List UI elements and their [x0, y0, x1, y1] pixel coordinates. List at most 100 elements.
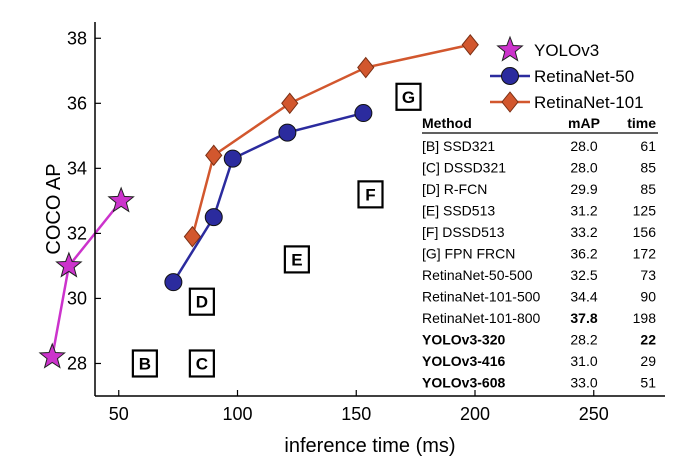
annotation-box	[188, 349, 215, 378]
table-cell-map: 32.5	[570, 267, 597, 283]
table-cell-map: 29.9	[570, 181, 597, 197]
y-tick-label: 28	[67, 353, 87, 373]
annotation-letter: B	[139, 354, 151, 373]
annotation-d: D	[188, 287, 215, 316]
table-cell-map: 28.0	[570, 160, 597, 176]
table-row: YOLOv3-416 31.0 29	[422, 353, 656, 369]
table-cell-time: 198	[633, 310, 657, 326]
table-cell-time: 22	[640, 332, 656, 348]
table-cell-method: [C] DSSD321	[422, 160, 506, 176]
data-point	[107, 186, 135, 213]
data-point	[278, 123, 297, 142]
data-point	[38, 342, 66, 369]
annotation-b: B	[131, 349, 158, 378]
annotation-box	[188, 287, 215, 316]
legend-label: YOLOv3	[534, 41, 599, 60]
data-point	[205, 144, 223, 167]
table-cell-map: 33.2	[570, 224, 597, 240]
y-tick-label: 30	[67, 288, 87, 308]
table-cell-map: 37.8	[570, 310, 597, 326]
x-tick-label: 250	[579, 404, 609, 424]
legend-marker	[501, 91, 519, 113]
annotation-box	[131, 349, 158, 378]
table-cell-time: 125	[633, 203, 657, 219]
data-point	[183, 225, 202, 248]
table-cell-time: 156	[633, 224, 657, 240]
table-row: [G] FPN FRCN 36.2 172	[422, 246, 656, 262]
table-cell-time: 61	[640, 138, 656, 154]
table-row: [F] DSSD513 33.2 156	[422, 224, 656, 240]
table-cell-map: 34.4	[570, 289, 597, 305]
table-cell-method: [E] SSD513	[422, 203, 495, 219]
table-cell-map: 36.2	[570, 246, 597, 262]
table-cell-method: RetinaNet-50-500	[422, 267, 533, 283]
table-cell-method: [G] FPN FRCN	[422, 246, 515, 262]
data-point	[223, 149, 242, 168]
annotation-box	[395, 82, 422, 111]
table-cell-method: YOLOv3-320	[422, 332, 505, 348]
data-point	[461, 33, 479, 56]
table-cell-method: [D] R-FCN	[422, 181, 487, 197]
annotation-letter: C	[196, 354, 208, 373]
table-header-map: mAP	[568, 115, 600, 131]
table-row: [B] SSD321 28.0 61	[422, 138, 656, 154]
axes: 50 100 150 200 250 28 30 32 34 36 38 inference time…	[43, 22, 665, 457]
series-yolov3	[38, 186, 135, 369]
table-cell-method: YOLOv3-608	[422, 375, 505, 391]
x-tick-label: 50	[109, 404, 129, 424]
legend-label: RetinaNet-101	[534, 93, 644, 112]
y-tick-label: 36	[67, 93, 87, 113]
annotation-letter: F	[365, 185, 375, 204]
table-row: YOLOv3-608 33.0 51	[422, 375, 656, 391]
legend: YOLOv3 RetinaNet-50 RetinaNet-101	[490, 35, 644, 113]
data-point	[204, 208, 223, 227]
table-cell-time: 51	[640, 375, 656, 391]
annotation-g: G	[395, 82, 422, 111]
x-tick-label: 200	[460, 404, 490, 424]
series-retinanet-50	[164, 104, 373, 292]
table-cell-map: 31.2	[570, 203, 597, 219]
data-point	[354, 104, 373, 123]
legend-marker	[501, 67, 519, 85]
table-row: [C] DSSD321 28.0 85	[422, 160, 656, 176]
table-header-time: time	[627, 115, 656, 131]
table-cell-method: YOLOv3-416	[422, 353, 505, 369]
table-cell-map: 31.0	[570, 353, 597, 369]
table-row: [D] R-FCN 29.9 85	[422, 181, 656, 197]
series-retinanet-101	[183, 33, 479, 248]
annotation-c: C	[188, 349, 215, 378]
table-row: YOLOv3-320 28.2 22	[422, 332, 656, 348]
table-cell-method: [B] SSD321	[422, 138, 495, 154]
table-header-method: Method	[422, 115, 472, 131]
data-point	[164, 273, 183, 292]
table-cell-method: [F] DSSD513	[422, 224, 505, 240]
table-row: RetinaNet-101-800 37.8 198	[422, 310, 656, 326]
table-row: RetinaNet-50-500 32.5 73	[422, 267, 656, 283]
legend-label: RetinaNet-50	[534, 67, 634, 86]
y-tick-label: 38	[67, 28, 87, 48]
x-tick-label: 100	[222, 404, 252, 424]
x-axis-label: inference time (ms)	[284, 435, 455, 457]
table-cell-time: 29	[640, 353, 656, 369]
series-group	[38, 33, 479, 369]
table-cell-map: 28.2	[570, 332, 597, 348]
legend-marker	[496, 35, 524, 62]
annotation-f: F	[357, 180, 384, 209]
table-row: RetinaNet-101-500 34.4 90	[422, 289, 656, 305]
results-table: Method mAP time [B] SSD321 28.0 61 [C] DSSD321…	[422, 115, 658, 391]
annotation-letter: D	[196, 293, 208, 312]
table-cell-time: 73	[640, 267, 656, 283]
legend-entry-yolov3: YOLOv3	[496, 35, 599, 62]
legend-entry-retinanet-101: RetinaNet-101	[490, 91, 644, 113]
annotation-letter: G	[402, 88, 415, 107]
y-axis-label: COCO AP	[43, 163, 65, 254]
table-cell-map: 33.0	[570, 375, 597, 391]
y-tick-label: 34	[67, 158, 87, 178]
table-cell-map: 28.0	[570, 138, 597, 154]
annotation-letter: E	[291, 250, 302, 269]
data-point	[55, 251, 83, 278]
table-cell-time: 90	[640, 289, 656, 305]
annotation-box	[357, 180, 384, 209]
table-cell-time: 85	[640, 160, 656, 176]
legend-entry-retinanet-50: RetinaNet-50	[490, 67, 634, 86]
